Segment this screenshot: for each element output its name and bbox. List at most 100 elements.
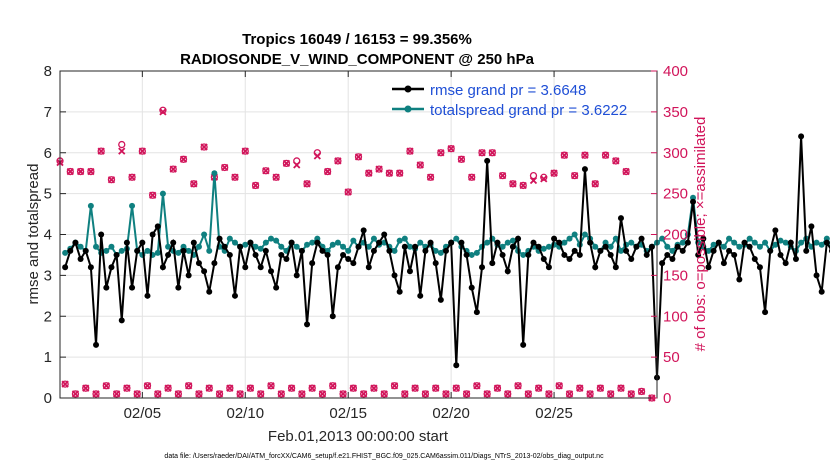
spread-point: [159, 190, 166, 197]
obs-cross-stroke: [251, 181, 260, 190]
obs-cross-stroke: [622, 167, 630, 176]
obs-assimilated-point: [138, 147, 146, 155]
obs-cross-stroke: [313, 152, 321, 160]
x-tick-label: 02/05: [124, 405, 162, 422]
obs-cross-stroke: [462, 390, 471, 398]
obs-cross-stroke: [92, 390, 100, 398]
y-tick-label-right: 150: [663, 267, 688, 284]
obs-cross-stroke: [596, 384, 605, 392]
obs-assimilated-point: [169, 165, 177, 173]
obs-cross-stroke: [442, 390, 450, 398]
spread-point: [777, 237, 784, 244]
obs-cross-stroke: [524, 390, 532, 398]
obs-cross-stroke: [349, 384, 357, 392]
obs-cross-stroke: [195, 390, 203, 398]
rmse-point: [453, 362, 460, 369]
rmse-point: [623, 247, 630, 254]
obs-assimilated-point: [231, 173, 239, 181]
obs-cross-stroke: [565, 390, 574, 398]
obs-possible-point: [76, 167, 85, 176]
rmse-point: [772, 227, 779, 234]
obs-cross-stroke: [555, 382, 563, 390]
obs-cross-stroke: [82, 384, 90, 392]
obs-possible-point: [591, 180, 599, 188]
spread-point: [262, 239, 269, 246]
rmse-point: [813, 272, 820, 279]
rmse-point: [257, 264, 264, 271]
rmse-point: [340, 251, 347, 258]
obs-cross-stroke: [246, 384, 255, 392]
obs-possible-point: [447, 145, 455, 153]
obs-cross-stroke: [498, 172, 507, 180]
obs-cross-stroke: [287, 384, 296, 392]
spread-point: [545, 243, 552, 250]
obs-cross-stroke: [318, 390, 327, 398]
obs-low-possible-point: [586, 390, 594, 398]
obs-assimilated-point: [498, 172, 507, 180]
obs-cross-stroke: [71, 390, 80, 398]
rmse-point: [823, 239, 830, 246]
obs-low-assimilated-point: [411, 384, 419, 392]
rmse-point: [406, 268, 413, 275]
rmse-point: [422, 247, 429, 254]
rmse-point: [417, 292, 424, 299]
obs-assimilated-point: [437, 149, 445, 157]
obs-low-assimilated-point: [308, 384, 316, 392]
obs-assimilated-point: [179, 155, 188, 163]
obs-low-possible-point: [318, 390, 327, 398]
obs-cross-stroke: [360, 390, 368, 398]
obs-low-possible-point: [349, 384, 358, 392]
rmse-point: [370, 247, 377, 254]
obs-low-assimilated-point: [185, 382, 193, 390]
obs-possible-point: [138, 147, 146, 155]
rmse-point: [381, 231, 388, 238]
spread-point: [679, 239, 686, 246]
spread-point: [206, 247, 213, 254]
spread-point: [396, 237, 403, 244]
obs-low-possible-point: [174, 390, 183, 398]
obs-low-assimilated-point: [370, 384, 378, 392]
spread-point: [499, 243, 506, 250]
obs-low-possible-point: [112, 390, 121, 398]
rmse-point: [808, 223, 815, 230]
rmse-point: [87, 264, 94, 271]
spread-point: [566, 235, 573, 242]
rmse-point: [242, 264, 249, 271]
rmse-point: [803, 247, 810, 254]
rmse-point: [571, 247, 578, 254]
obs-cross-stroke: [298, 390, 306, 398]
obs-low-assimilated-point: [195, 390, 203, 398]
rmse-point: [741, 239, 748, 246]
spread-point: [746, 235, 753, 242]
rmse-point: [617, 215, 624, 222]
rmse-point: [690, 198, 697, 205]
obs-assimilated-point: [622, 167, 630, 176]
rmse-point: [268, 268, 275, 275]
rmse-point: [309, 260, 316, 267]
obs-possible-point: [385, 169, 394, 177]
rmse-point: [468, 284, 475, 291]
spread-point: [571, 231, 578, 238]
obs-cross-stroke: [385, 169, 394, 177]
rmse-point: [221, 243, 228, 250]
obs-cross-stroke: [514, 382, 522, 390]
obs-cross-stroke: [149, 191, 157, 199]
obs-assimilated-point: [159, 108, 167, 116]
spread-point: [365, 243, 372, 250]
rmse-point: [792, 256, 799, 263]
obs-cross-stroke: [185, 382, 193, 390]
obs-assimilated-point: [426, 173, 435, 181]
rmse-point: [664, 251, 671, 258]
spread-point: [520, 251, 527, 258]
spread-point: [391, 247, 398, 254]
obs-cross-stroke: [375, 165, 383, 173]
obs-possible-point: [560, 151, 569, 159]
obs-possible-point: [354, 153, 363, 161]
obs-cross-stroke: [344, 188, 352, 196]
spread-point: [195, 243, 202, 250]
spread-point: [268, 235, 275, 242]
rmse-point: [540, 256, 547, 263]
y-axis-label-left: rmse and totalspread: [25, 164, 42, 305]
rmse-point: [72, 239, 79, 246]
obs-possible-point: [262, 167, 270, 175]
